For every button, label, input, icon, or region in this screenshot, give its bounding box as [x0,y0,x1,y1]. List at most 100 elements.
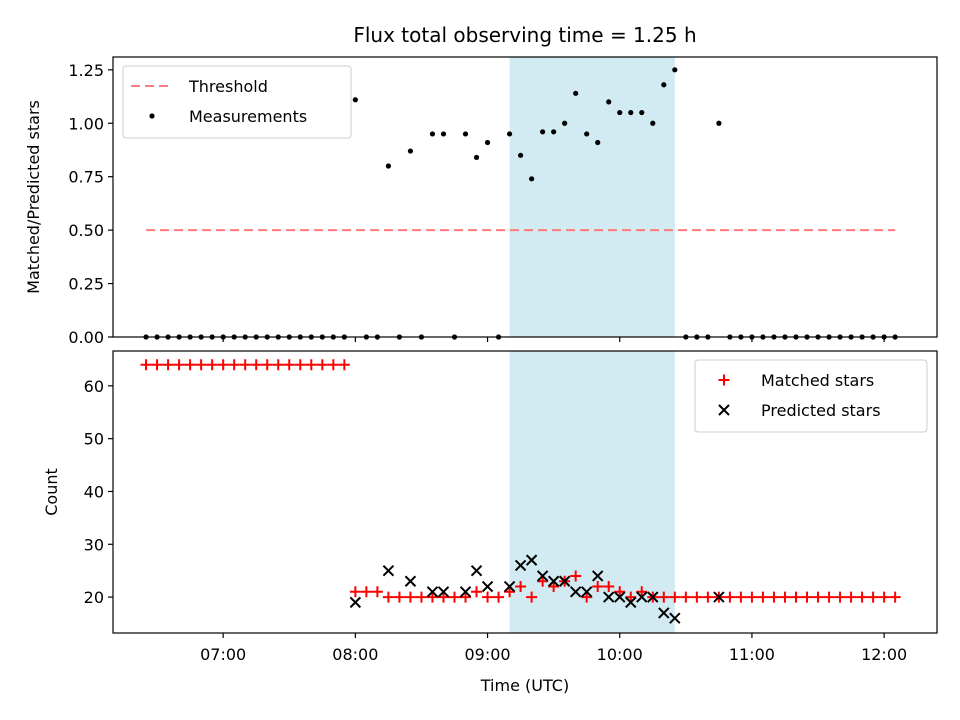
data-point [669,612,681,624]
data-point [250,359,262,371]
legend-box [694,359,928,433]
data-point [584,131,590,137]
data-point [239,359,251,371]
data-point [768,591,780,603]
data-point [636,586,648,598]
data-point [349,596,362,609]
y-tick-label: 50 [84,430,104,449]
data-point [889,591,901,603]
data-point [437,591,449,603]
data-point [878,591,890,603]
data-point [493,591,505,603]
data-point [691,591,703,603]
data-point [713,591,725,603]
data-point [294,359,306,371]
data-point [834,591,846,603]
y-tick-label: 0.25 [68,275,104,294]
data-point [195,359,207,371]
data-point [228,359,240,371]
x-tick-label: 10:00 [597,645,643,664]
data-point [591,570,604,582]
y-tick-label: 30 [84,535,104,554]
data-point [551,129,557,135]
data-point [573,90,579,96]
data-point [617,109,623,116]
data-point [603,581,615,593]
top-plot-panel: 0.00 0.25 0.50 0.75 1.00 1.25 Matched/Predicte… [24,56,938,347]
data-point [702,591,714,603]
data-point [206,359,218,371]
data-point [217,359,229,371]
data-point [606,99,612,105]
y-tick-label: 1.00 [68,114,104,133]
data-point [426,591,438,603]
data-point [529,176,535,182]
data-point [514,559,527,572]
data-point [724,591,736,603]
data-point [426,586,439,598]
y-tick-label: 20 [84,588,104,607]
y-tick-label: 0.50 [68,221,104,240]
data-point [558,575,571,587]
data-point [661,82,667,88]
data-point [580,586,593,598]
data-point [540,129,546,135]
legend-swatch-plus [718,374,730,386]
data-point [595,139,601,146]
data-point [184,359,196,371]
data-point [448,591,460,603]
data-point [404,591,416,603]
legend-label: Threshold [188,77,268,96]
data-point [548,581,560,593]
legend-label: Measurements [189,107,307,126]
data-point [261,359,273,371]
x-axis-label: Time (UTC) [480,676,569,695]
data-point [338,359,350,371]
data-point [716,120,722,126]
y-tick-label: 1.25 [68,61,104,80]
data-point [385,163,392,169]
data-point [140,359,152,371]
series-matched-stars [140,359,901,603]
data-point [680,591,692,603]
data-point [352,97,358,103]
data-point [592,581,604,593]
data-point [162,359,174,371]
data-point [647,591,659,603]
data-point [845,591,857,603]
data-point [569,586,582,598]
data-point [482,591,494,603]
x-tick-label: 09:00 [464,645,510,664]
legend-swatch-dot [149,113,155,119]
legend-label: Matched stars [761,371,874,390]
y-axis-label: Count [42,468,61,516]
data-point [473,154,480,161]
legend: Threshold Measurements [122,65,352,139]
bottom-plot-panel: 20 30 40 50 60 07:00 08:00 09:00 10:00 11:00 12:00… [42,350,938,664]
data-point [636,591,648,603]
y-tick-label: 0.75 [68,168,104,187]
legend: Matched stars Predicted stars [694,359,928,433]
data-point [525,554,538,566]
data-point [856,591,868,603]
data-point [316,359,328,371]
data-point [517,152,524,158]
data-point [460,591,472,603]
data-point [349,586,361,598]
data-point [536,570,549,582]
data-point [735,591,747,603]
legend-swatch-x [718,404,730,416]
data-point [503,580,516,593]
data-point [459,586,472,598]
data-point [484,139,491,146]
data-point [570,570,582,582]
data-point [757,591,769,603]
data-point [658,591,670,603]
data-point [614,591,626,603]
data-point [506,131,513,137]
data-point [404,575,417,587]
axes-frame [112,56,938,338]
data-point [407,148,414,154]
data-point [823,591,835,603]
